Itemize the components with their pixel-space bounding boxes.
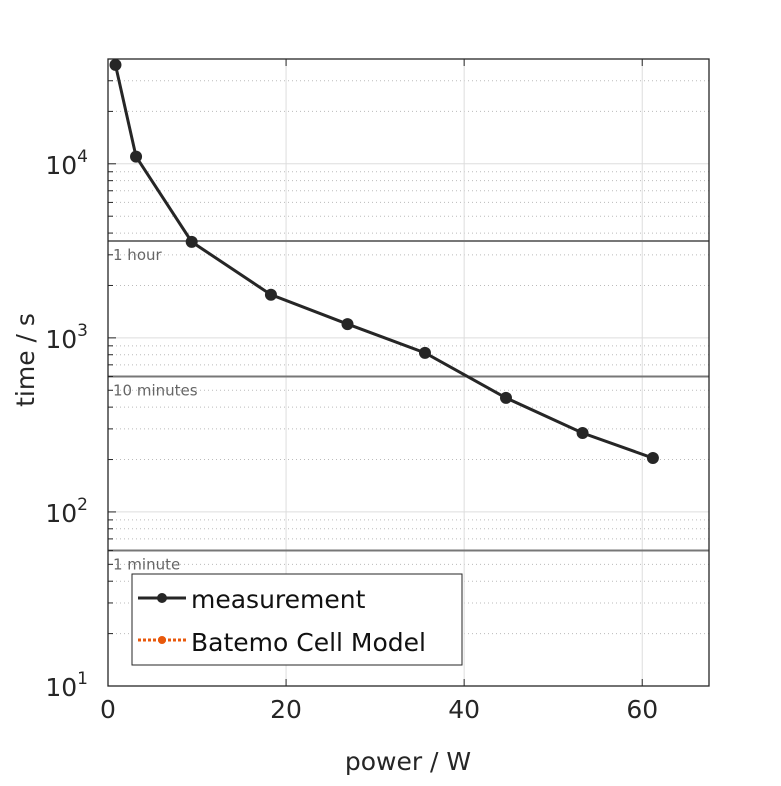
data-point	[418, 346, 431, 359]
x-tick-label: 60	[626, 695, 658, 724]
data-point	[109, 58, 122, 71]
y-tick-base: 10	[45, 673, 77, 702]
y-tick-base: 10	[45, 499, 77, 528]
data-point	[264, 288, 277, 301]
legend-box	[131, 573, 463, 666]
legend: measurement Batemo Cell Model	[131, 573, 463, 666]
data-point	[130, 150, 143, 163]
data-point	[646, 452, 659, 465]
plot-frame	[107, 58, 710, 687]
x-axis-label: power / W	[345, 747, 471, 776]
reference-line-label: 1 minute	[113, 556, 180, 574]
y-tick-base: 10	[45, 325, 77, 354]
y-tick-label: 103	[45, 321, 88, 354]
y-tick-label: 102	[45, 495, 88, 528]
data-point	[499, 391, 512, 404]
y-tick-exp: 2	[77, 495, 88, 515]
legend-label-batemo: Batemo Cell Model	[191, 628, 426, 657]
data-point	[341, 318, 354, 331]
x-tick-label: 20	[270, 695, 302, 724]
legend-label-measurement: measurement	[191, 585, 366, 614]
x-tick-label: 40	[448, 695, 480, 724]
reference-line-label: 1 hour	[113, 246, 163, 264]
reference-line-label: 10 minutes	[113, 381, 198, 399]
y-axis-label: time / s	[11, 313, 40, 407]
y-tick-exp: 4	[77, 147, 88, 167]
data-point	[185, 235, 198, 248]
x-tick-label: 0	[100, 695, 116, 724]
y-tick-exp: 3	[77, 321, 88, 341]
data-point	[576, 427, 589, 440]
legend-marker-batemo	[158, 636, 166, 644]
y-tick-exp: 1	[77, 669, 88, 689]
y-tick-label: 101	[45, 669, 88, 702]
legend-marker-measurement	[157, 593, 167, 603]
y-tick-label: 104	[45, 147, 88, 180]
y-tick-base: 10	[45, 151, 77, 180]
